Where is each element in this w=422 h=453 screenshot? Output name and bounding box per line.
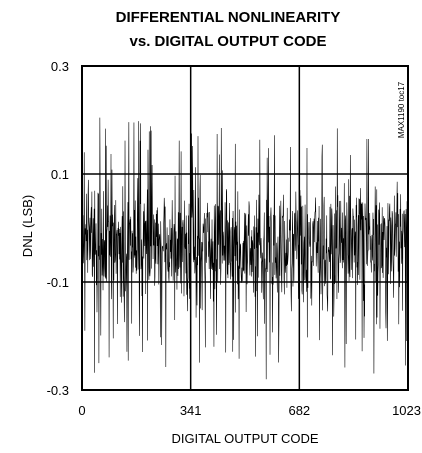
y-tick-label: -0.3 [47,383,69,398]
dnl-series [81,117,409,380]
part-number-watermark: MAX1190 toc17 [397,81,406,138]
x-tick-labels: 0 341 682 1023 [78,403,421,418]
y-tick-label: 0.3 [51,59,69,74]
chart-title-line-2: vs. DIGITAL OUTPUT CODE [130,33,327,50]
y-tick-label: 0.1 [51,167,69,182]
y-tick-labels: 0.3 0.1 -0.1 -0.3 [47,59,69,398]
x-tick-label: 1023 [392,403,421,418]
x-tick-label: 682 [288,403,310,418]
y-axis-label: DNL (LSB) [20,195,35,257]
plot-frame [81,65,409,391]
x-axis-label: DIGITAL OUTPUT CODE [171,431,318,446]
x-tick-label: 341 [180,403,202,418]
x-tick-label: 0 [78,403,85,418]
y-tick-label: -0.1 [47,275,69,290]
dnl-trace [81,117,409,380]
chart-title-line-1: DIFFERENTIAL NONLINEARITY [116,9,341,26]
